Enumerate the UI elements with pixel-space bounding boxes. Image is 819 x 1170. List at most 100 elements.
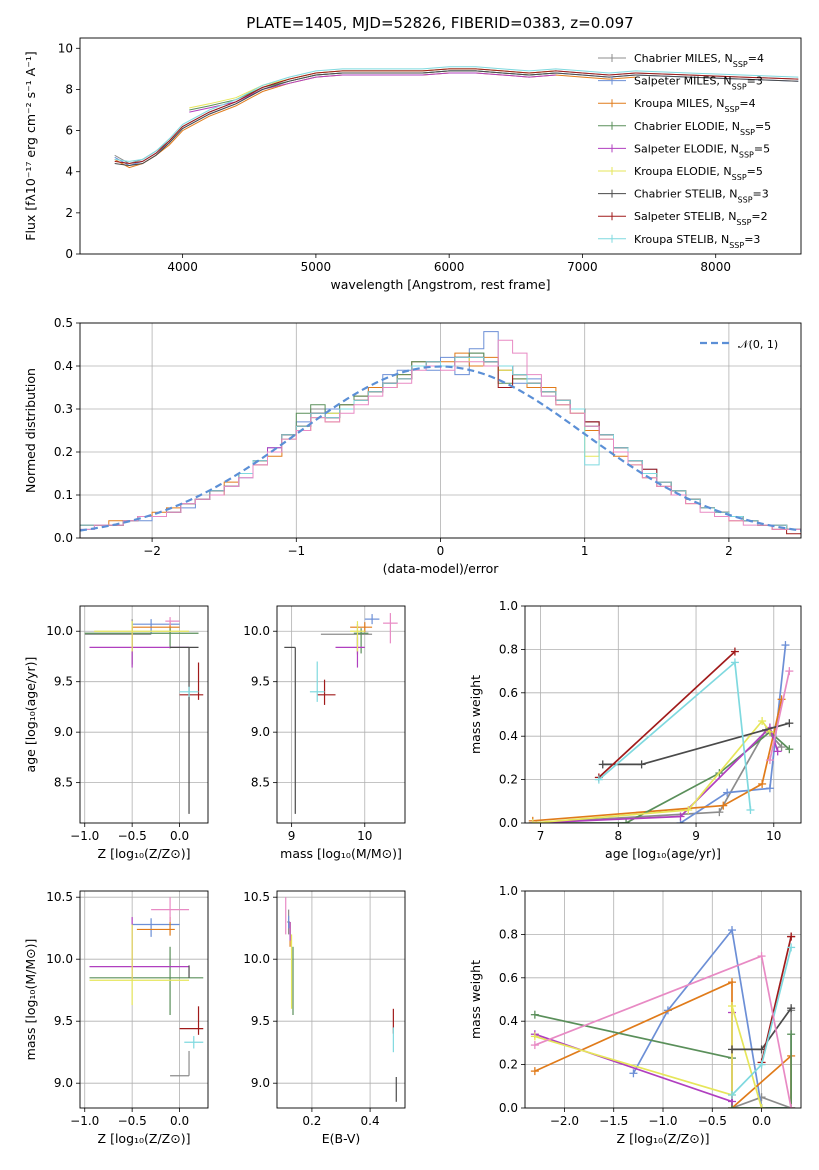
y-tick-label: 0.2 [499,1058,518,1072]
error-cross [184,1036,204,1049]
x-tick-label: 5000 [301,260,332,274]
x-tick-label: 8000 [700,260,731,274]
weight-series-line [598,650,736,779]
x-tick-label: 0.0 [170,1114,189,1128]
legend: Chabrier MILES, NSSP=4 Salpeter MILES, NS… [598,52,771,249]
weight-lines [528,641,794,823]
error-cross [151,897,190,922]
weight-point-marker [757,1060,766,1069]
y-tick-label: 10.0 [243,952,270,966]
weight-point-marker [785,745,794,754]
y-tick-label: 0.2 [499,773,518,787]
y-tick-label: 0.8 [499,642,518,656]
axes-frame [276,605,406,824]
y-tick-label: 9.5 [54,1014,73,1028]
y-tick-label: 1.0 [499,599,518,613]
weight-point-marker [719,801,728,810]
error-cross [353,628,369,654]
weight-series-line [760,936,792,1063]
x-axis-label: Z [log₁₀(Z/Z⊙)] [98,846,191,861]
legend-label: Salpeter STELIB, NSSP=2 [634,210,768,227]
weight-point-marker [728,1045,736,1054]
weight-point-marker [728,1002,736,1011]
weight-point-marker [777,695,786,704]
weight-point-marker [787,943,796,952]
error-cross [179,662,204,700]
histograms [80,331,801,538]
x-tick-label: 0.4 [361,1114,380,1128]
weight-series-line [532,699,783,822]
histogram-step [80,356,801,538]
gaussian-curve [80,365,801,532]
y-tick-label: 9.5 [251,675,270,689]
panel-residuals: −2 −1 0 1 2 0.0 0.1 0.2 0.3 0.4 0.5 (data-model)/er… [23,316,802,576]
x-tick-label: 9 [692,829,700,843]
y-tick-label: 9.0 [251,1076,270,1090]
y-axis-label: age [log₁₀(age/yr)] [23,657,38,773]
error-cross [170,646,199,814]
weight-point-marker [758,779,767,788]
weight-point-marker [530,1010,539,1019]
series-line [114,66,799,162]
weight-point-marker [528,819,537,823]
error-crosses [285,897,397,1102]
weight-point-marker [765,756,774,765]
y-tick-label: 10.0 [46,952,73,966]
x-tick-label: −0.5 [698,1114,727,1128]
x-tick-label: 0.0 [752,1114,771,1128]
axes-frame [79,890,209,1109]
weight-point-marker [530,1032,539,1041]
y-tick-label: 9.5 [251,1014,270,1028]
weight-point-marker [594,775,603,784]
x-tick-label: −1.5 [599,1114,628,1128]
axes-frame [524,605,802,824]
error-cross [364,614,380,625]
weight-point-marker [684,805,693,814]
histogram-step [80,339,801,538]
weight-point-marker [757,952,766,961]
x-tick-label: 7000 [567,260,598,274]
error-cross [94,621,190,652]
y-tick-label: 0.1 [54,488,73,502]
axes-frame [79,37,802,255]
weight-point-marker [787,932,796,941]
y-tick-label: 9.0 [54,1076,73,1090]
y-tick-label: 0.5 [54,316,73,330]
y-tick-label: 10.0 [243,624,270,638]
legend-label: Salpeter MILES, NSSP=3 [634,75,763,92]
weight-series-line [532,719,771,823]
y-tick-label: 8 [65,82,73,96]
panel-age-vs-Z: −1.0 −0.5 0.0 8.5 9.0 9.5 10.0 Z [log₁₀(Z/Z⊙)] a… [23,605,209,861]
x-tick-label: 6000 [434,260,465,274]
y-axis-label: Flux [fλ10⁻¹⁷ erg cm⁻² s⁻¹ A⁻¹] [23,51,38,240]
error-cross [165,617,180,626]
error-cross [89,917,190,980]
y-tick-label: 0.4 [499,729,518,743]
weight-point-marker [746,805,755,814]
x-tick-label: −0.5 [118,829,147,843]
error-cross [89,946,204,1015]
weight-series-line [534,1013,792,1108]
x-tick-label: −0.5 [118,1114,147,1128]
figure-title: PLATE=1405, MJD=52826, FIBERID=0383, z=0… [246,14,633,32]
axes-frame [79,322,802,539]
weight-lines [530,926,796,1108]
weight-point-marker [715,808,724,817]
y-tick-label: 4 [65,165,73,179]
y-tick-label: 8.5 [54,776,73,790]
weight-point-marker [757,1104,766,1108]
series-line [114,72,636,169]
series-line [189,72,556,113]
y-tick-label: 0.0 [499,816,518,830]
weight-point-marker [787,1104,796,1108]
error-crosses [84,617,204,814]
panel-weight-vs-Z: −2.0 −1.5 −1.0 −0.5 0.0 0.0 0.2 0.4 0.6 0.8 1.0 Z [… [468,884,802,1146]
error-cross [335,637,365,668]
error-cross [84,619,152,665]
weight-point-marker [781,641,790,650]
y-tick-label: 0.0 [54,531,73,545]
x-tick-label: 0.2 [302,1114,321,1128]
error-cross [350,621,365,652]
weight-point-marker [728,926,736,935]
y-tick-label: 10.5 [46,890,73,904]
